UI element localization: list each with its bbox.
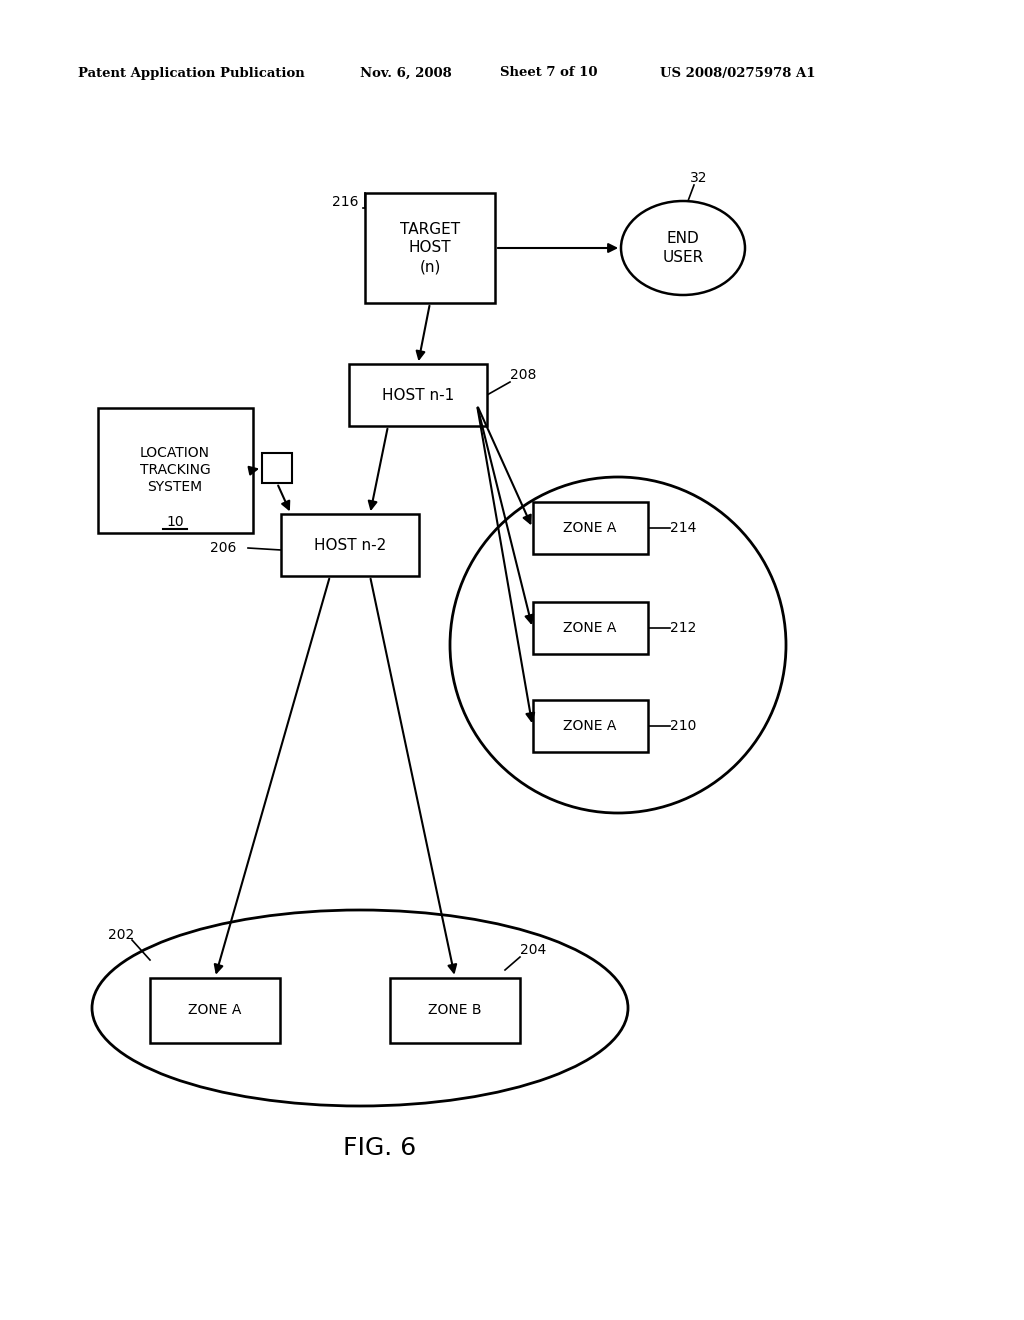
Bar: [532, 502, 647, 554]
Bar: [281, 513, 419, 576]
Text: ZONE A: ZONE A: [563, 719, 616, 733]
Bar: [97, 408, 253, 532]
Text: 204: 204: [520, 942, 546, 957]
Ellipse shape: [92, 909, 628, 1106]
Text: ZONE A: ZONE A: [563, 521, 616, 535]
Bar: [532, 700, 647, 752]
Text: 208: 208: [510, 368, 537, 381]
Text: FIG. 6: FIG. 6: [343, 1137, 417, 1160]
Bar: [262, 453, 292, 483]
Text: 206: 206: [210, 541, 237, 554]
Text: HOST n-2: HOST n-2: [314, 537, 386, 553]
Text: 216: 216: [332, 195, 358, 209]
Text: ZONE B: ZONE B: [428, 1003, 481, 1016]
Text: END
USER: END USER: [663, 231, 703, 265]
Bar: [365, 193, 495, 304]
Text: Sheet 7 of 10: Sheet 7 of 10: [500, 66, 597, 79]
Bar: [150, 978, 280, 1043]
Text: TARGET
HOST
(n): TARGET HOST (n): [400, 222, 460, 275]
Text: LOCATION
TRACKING
SYSTEM: LOCATION TRACKING SYSTEM: [139, 446, 210, 494]
Text: US 2008/0275978 A1: US 2008/0275978 A1: [660, 66, 815, 79]
Ellipse shape: [621, 201, 745, 294]
Text: HOST n-1: HOST n-1: [382, 388, 454, 403]
Text: 210: 210: [670, 719, 696, 733]
Bar: [390, 978, 520, 1043]
Bar: [532, 602, 647, 653]
Text: 212: 212: [670, 620, 696, 635]
Circle shape: [450, 477, 786, 813]
Text: 10: 10: [166, 515, 184, 529]
Text: ZONE A: ZONE A: [563, 620, 616, 635]
Text: ZONE A: ZONE A: [188, 1003, 242, 1016]
Bar: [349, 364, 487, 426]
Text: 214: 214: [670, 521, 696, 535]
Text: 32: 32: [690, 172, 708, 185]
Text: 202: 202: [108, 928, 134, 942]
Text: Patent Application Publication: Patent Application Publication: [78, 66, 305, 79]
Text: Nov. 6, 2008: Nov. 6, 2008: [360, 66, 452, 79]
